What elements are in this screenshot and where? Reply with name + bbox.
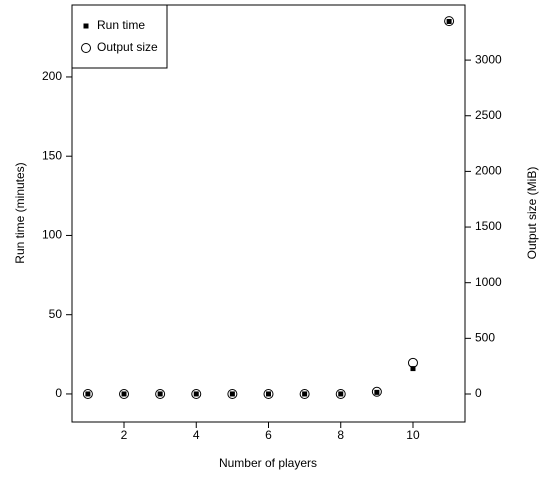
point	[193, 391, 199, 397]
y2-tick-label: 1000	[475, 275, 502, 289]
point	[85, 391, 91, 397]
point	[155, 388, 166, 399]
legend-label: Run time	[97, 18, 145, 32]
legend-marker	[83, 23, 89, 29]
point	[266, 391, 271, 397]
y2-tick-label: 3000	[475, 52, 502, 66]
y-tick-label: 50	[49, 307, 63, 321]
point	[374, 389, 380, 395]
point	[227, 388, 238, 399]
y2-axis-label: Output size (MiB)	[525, 167, 539, 260]
legend-box	[71, 4, 168, 69]
point	[371, 386, 382, 397]
y-tick-label: 100	[42, 228, 62, 242]
point	[299, 388, 310, 399]
legend-marker	[81, 43, 91, 53]
point	[229, 391, 235, 397]
y-tick-label: 150	[42, 148, 62, 162]
x-tick-label: 4	[193, 428, 200, 442]
x-axis-label: Number of players	[219, 456, 317, 470]
y2-tick-label: 2000	[475, 164, 502, 178]
point	[444, 16, 455, 27]
y2-tick-label: 1500	[475, 219, 502, 233]
point	[119, 388, 130, 399]
y2-tick-label: 500	[475, 331, 495, 345]
y-axis-label: Run time (minutes)	[13, 162, 27, 263]
x-tick-label: 2	[121, 428, 128, 442]
x-tick-label: 6	[265, 428, 272, 442]
point	[407, 357, 418, 368]
point	[191, 388, 202, 399]
point	[263, 388, 274, 399]
y-tick-label: 0	[55, 386, 62, 400]
y2-tick-label: 2500	[475, 108, 502, 122]
legend-label: Output size	[97, 40, 158, 54]
point	[302, 391, 308, 397]
x-tick-label: 8	[337, 428, 344, 442]
point	[446, 18, 452, 24]
y-tick-label: 200	[42, 69, 62, 83]
point	[410, 366, 416, 372]
point	[121, 391, 127, 397]
x-tick-label: 10	[406, 428, 420, 442]
point	[82, 388, 93, 399]
point	[335, 388, 346, 399]
point	[338, 391, 344, 397]
y2-tick-label: 0	[475, 386, 482, 400]
point	[157, 391, 163, 397]
